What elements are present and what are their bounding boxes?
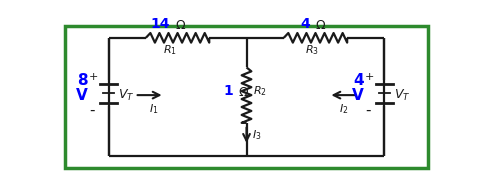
Text: 8: 8 [77, 73, 88, 88]
Text: 4: 4 [353, 73, 363, 88]
Text: 1: 1 [223, 84, 233, 98]
Text: $R_1$: $R_1$ [163, 43, 177, 57]
Text: Ω: Ω [238, 86, 247, 99]
Text: $V_T$: $V_T$ [118, 88, 134, 103]
Text: $R_3$: $R_3$ [304, 43, 318, 57]
Text: V: V [76, 88, 88, 103]
Text: +: + [364, 72, 373, 82]
Text: Ω: Ω [315, 19, 324, 32]
Text: $I_1$: $I_1$ [148, 102, 158, 116]
Text: +: + [89, 72, 98, 82]
Text: Ω: Ω [175, 19, 185, 32]
Text: 4: 4 [300, 17, 309, 31]
Text: -: - [364, 102, 370, 117]
Text: 14: 14 [150, 17, 170, 31]
Text: -: - [89, 102, 95, 117]
Text: $I_3$: $I_3$ [252, 128, 261, 142]
Text: $V_T$: $V_T$ [393, 88, 409, 103]
Text: $I_2$: $I_2$ [338, 102, 348, 116]
Text: $R_2$: $R_2$ [252, 84, 266, 98]
Text: V: V [351, 88, 363, 103]
